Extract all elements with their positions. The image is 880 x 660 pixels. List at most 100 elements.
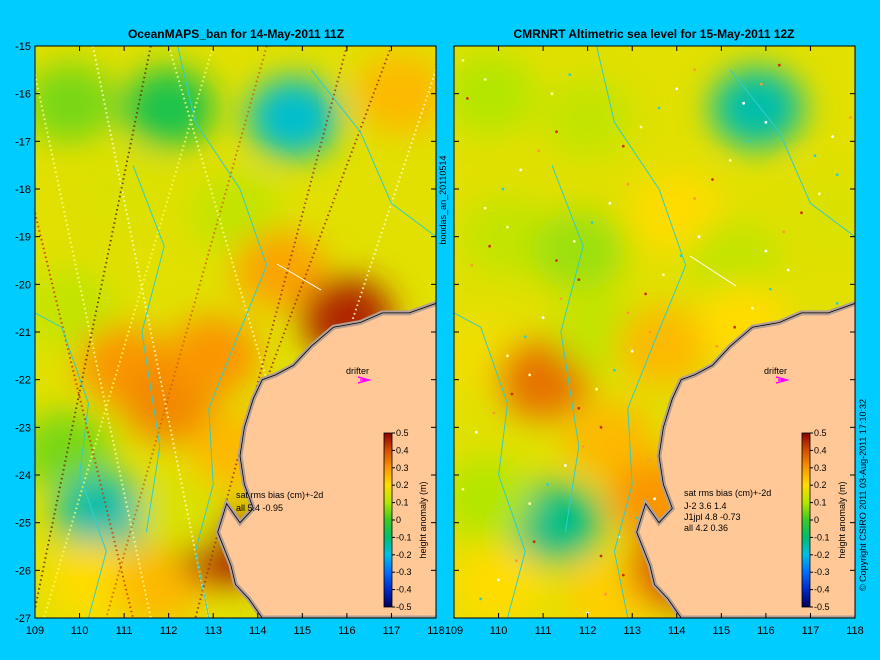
observation-point (635, 516, 639, 520)
y-tick-label: -23 (15, 422, 31, 434)
anomaly-cell (541, 77, 634, 158)
observation-point (818, 192, 821, 196)
observation-point (559, 297, 563, 300)
observation-point (786, 268, 790, 272)
x-tick-label: 114 (249, 625, 267, 637)
observation-point (461, 58, 465, 62)
observation-point (648, 330, 652, 334)
observation-point (760, 82, 763, 86)
contour-line (310, 69, 436, 238)
observation-point (581, 445, 585, 448)
anomaly-cell (688, 220, 781, 301)
left-stats-row-all: all 5.4 -0.95 (236, 503, 283, 513)
right-drifter-label: drifter (764, 366, 787, 376)
colorbar-tick-label: -0.3 (814, 567, 830, 577)
y-tick-label: -21 (15, 327, 31, 339)
colorbar-tick-label: -0.4 (814, 585, 830, 595)
y-tick-label: -19 (15, 232, 31, 244)
x-tick-label: 113 (204, 625, 222, 637)
observation-point (532, 540, 536, 544)
observation-point (639, 125, 643, 129)
right-colorbar-label: height anomaly (m) (837, 481, 847, 558)
observation-point (555, 130, 558, 134)
observation-point (515, 559, 518, 563)
colorbar-tick-label: 0 (814, 515, 819, 525)
anomaly-cell (711, 68, 803, 148)
observation-point (461, 487, 465, 491)
colorbar-tick-label: 0 (396, 515, 401, 525)
observation-point (506, 225, 509, 229)
x-tick-label: 116 (757, 625, 775, 637)
observation-point (849, 116, 852, 119)
left-colorbar: 0.5 0.4 0.3 0.2 0.1 0 -0.1 -0.2 -0.3 -0.4 -0.5 (383, 428, 412, 612)
contour-line (132, 165, 165, 533)
right-observation-points (461, 58, 861, 615)
y-tick-label: -25 (15, 518, 31, 530)
colorbar-swatch (383, 432, 393, 608)
y-tick-label: -22 (15, 375, 31, 387)
observation-point (751, 306, 754, 310)
left-stats-header: sat rms bias (cm)+-2d (236, 490, 323, 500)
colorbar-tick-label: 0.5 (814, 428, 827, 438)
observation-point (492, 411, 496, 415)
x-tick-label: 111 (535, 625, 552, 637)
heatmap-blobs (454, 53, 855, 618)
observation-point (662, 273, 665, 277)
anomaly-cell (786, 172, 855, 253)
observation-point (483, 78, 487, 81)
land-area (636, 303, 855, 618)
satellite-track (42, 46, 215, 618)
observation-point (733, 325, 737, 329)
contour-line (729, 69, 855, 238)
y-tick-label: -15 (15, 41, 31, 53)
left-land-mask (215, 301, 436, 618)
x-tick-label: 112 (579, 625, 597, 637)
run-id-label: boodas_an_20110514 (438, 156, 448, 245)
x-tick-label: 110 (71, 625, 89, 637)
colorbar-tick-label: 0.4 (396, 445, 409, 455)
x-tick-label: 115 (294, 625, 312, 637)
observation-point (858, 321, 861, 324)
colorbar-tick-label: 0.3 (814, 463, 827, 473)
satellite-track (35, 212, 134, 618)
right-panel: CMRNRT Altimetric sea level for 15-May-2… (445, 27, 864, 637)
observation-point (835, 173, 839, 177)
observation-point (528, 502, 532, 505)
anomaly-cell (167, 315, 260, 396)
observation-point (541, 316, 545, 320)
anomaly-cell (122, 68, 215, 148)
observation-point (470, 263, 474, 267)
anomaly-cell (454, 544, 545, 618)
observation-point (621, 573, 625, 577)
heatmap-blobs (35, 53, 436, 618)
right-panel-title: CMRNRT Altimetric sea level for 15-May-2… (514, 27, 795, 41)
x-tick-label: 110 (490, 625, 508, 637)
coastline (217, 303, 436, 618)
observation-point (577, 406, 581, 410)
land-area (217, 303, 436, 618)
observation-point (644, 292, 647, 296)
observation-point (466, 97, 469, 100)
observation-point (626, 182, 630, 186)
colorbar-tick-label: 0.5 (396, 428, 409, 438)
observation-point (501, 187, 505, 191)
observation-point (697, 235, 701, 239)
colorbar-tick-label: -0.5 (396, 602, 412, 612)
observation-point (648, 459, 652, 463)
observation-point (742, 101, 745, 105)
observation-point (519, 168, 523, 172)
anomaly-cell (354, 53, 436, 134)
colorbar-tick-label: -0.2 (396, 550, 412, 560)
colorbar-tick-label: -0.3 (396, 567, 412, 577)
x-tick-label: 114 (668, 625, 686, 637)
y-tick-label: -18 (15, 184, 31, 196)
colorbar-tick-label: -0.4 (396, 585, 412, 595)
contour-line (177, 46, 268, 618)
observation-point (488, 244, 491, 248)
colorbar-tick-label: -0.1 (396, 532, 412, 542)
contour-line (551, 165, 584, 533)
satellite-track (105, 46, 268, 618)
left-drifter-marker: drifter (346, 366, 372, 384)
x-tick-label: 117 (383, 625, 401, 637)
y-tick-label: -24 (15, 470, 31, 482)
